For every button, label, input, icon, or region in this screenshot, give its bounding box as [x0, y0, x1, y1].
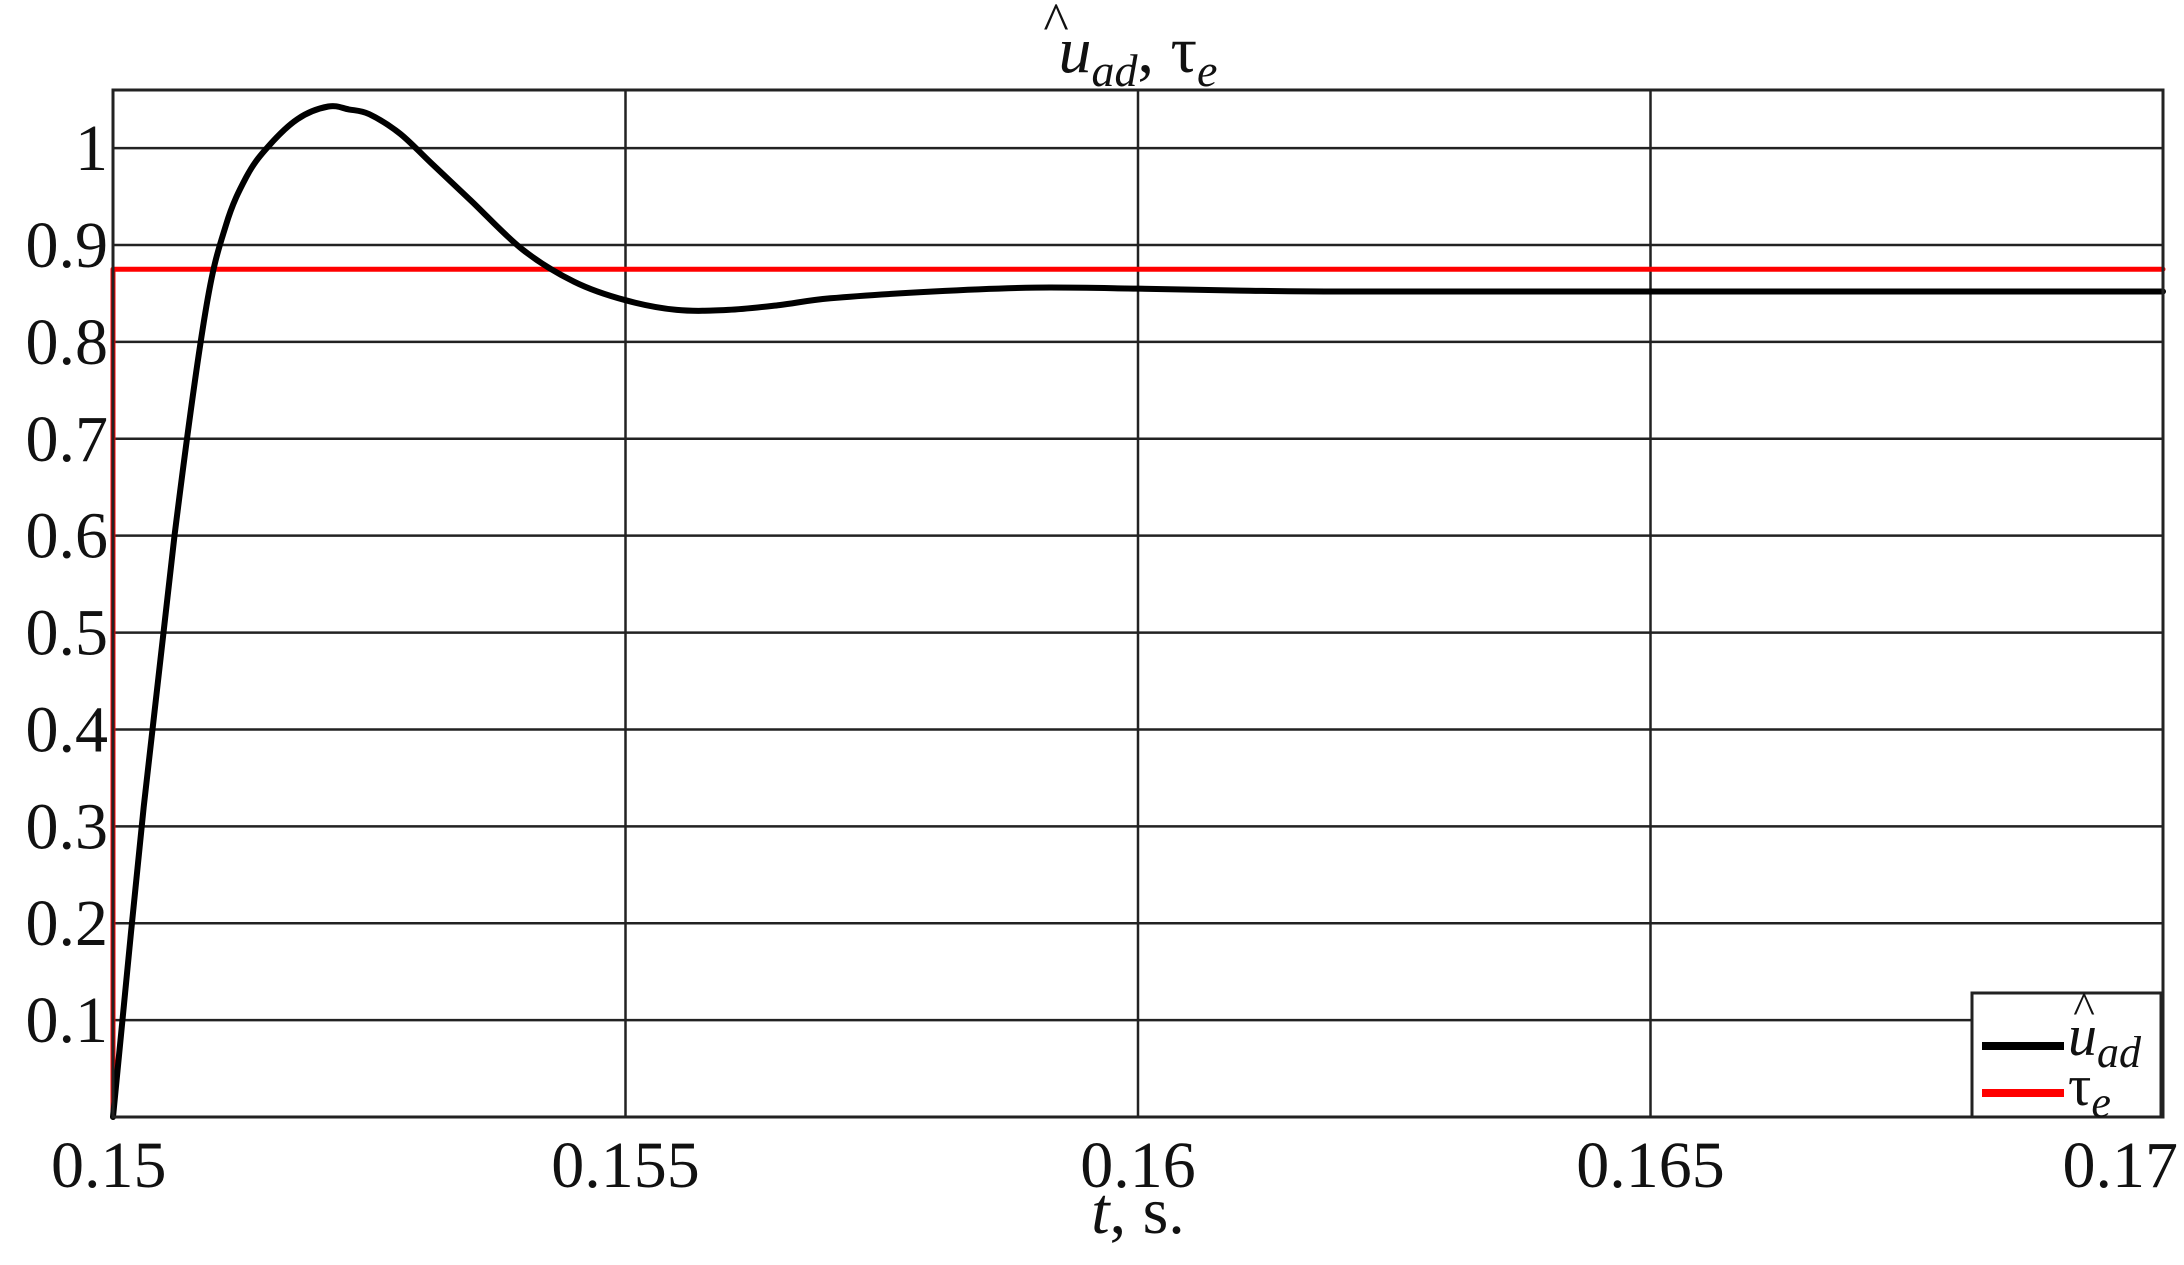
title-separator: , [1138, 14, 1171, 87]
title-tau: τ [1171, 14, 1198, 87]
legend-label-tau: τe [2068, 1053, 2111, 1127]
legend-label-uad: uad [2068, 1003, 2142, 1077]
x-axis-label: t, s. [1091, 1175, 1185, 1248]
y-tick-label: 0.4 [26, 693, 109, 766]
title-hat: ^ [1043, 0, 1068, 52]
x-tick-label: 0.15 [51, 1129, 167, 1202]
y-tick-label: 0.5 [26, 597, 109, 670]
title-subscript: ad [1092, 45, 1139, 96]
x-axis-var: t [1091, 1175, 1111, 1248]
x-axis-unit: , s. [1110, 1175, 1185, 1248]
grid [113, 90, 2163, 1117]
y-tick-label: 0.8 [26, 306, 109, 379]
title-tau-subscript: e [1197, 45, 1217, 96]
y-tick-label: 0.9 [26, 209, 109, 282]
legend-label-uad-main: u [2068, 1003, 2097, 1068]
y-tick-label: 0.3 [26, 790, 109, 863]
x-tick-label: 0.165 [1576, 1129, 1725, 1202]
y-tick-label: 1 [75, 112, 108, 185]
legend-label-tau-main: τ [2068, 1053, 2091, 1118]
legend-label-uad-sub: ad [2097, 1028, 2142, 1077]
y-tick-label: 0.1 [26, 984, 109, 1057]
tick-labels: 0.15 0.155 0.16 0.165 0.17 0.1 0.2 0.3 0.4 0.5 0.6… [26, 112, 2179, 1202]
x-tick-label: 0.16 [1080, 1129, 1196, 1202]
legend-label-tau-sub: e [2091, 1078, 2111, 1127]
y-tick-label: 0.7 [26, 403, 109, 476]
series-line-uad [110, 103, 2166, 1120]
x-tick-label: 0.17 [2063, 1129, 2179, 1202]
legend-hat: ^ [2073, 982, 2095, 1033]
plot-frame [111, 88, 2165, 1119]
chart-title: uad, τe [1059, 14, 1218, 96]
legend: ^ uad τe [1970, 982, 2163, 1127]
x-tick-label: 0.155 [551, 1129, 700, 1202]
y-tick-label: 0.2 [26, 887, 109, 960]
title-symbol: u [1059, 14, 1092, 87]
y-tick-label: 0.6 [26, 500, 109, 573]
